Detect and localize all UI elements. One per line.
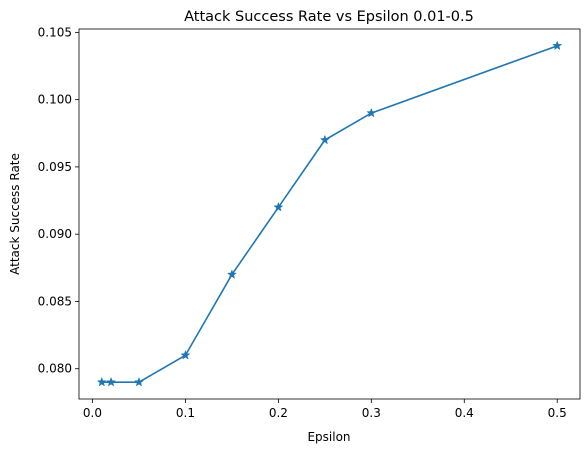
data-point-star [96,376,107,387]
x-tick-label: 0.5 [548,406,567,420]
x-axis-label: Epsilon [307,430,350,444]
x-tick-label: 0.4 [455,406,474,420]
y-axis-label: Attack Success Rate [8,153,22,275]
y-tick-label: 0.080 [38,362,72,376]
chart-title: Attack Success Rate vs Epsilon 0.01-0.5 [184,9,474,25]
data-point-star [105,376,117,387]
data-point-star [366,107,377,118]
y-tick-label: 0.100 [38,93,72,107]
data-point-star [180,349,191,360]
plot-frame [78,28,581,400]
data-point-star [273,201,284,212]
y-tick-label: 0.095 [38,160,72,174]
y-tick-label: 0.085 [38,294,72,308]
data-point-star [319,134,330,145]
y-tick-label: 0.090 [38,227,72,241]
x-tick-label: 0.2 [269,406,288,420]
data-point-star [226,269,237,279]
data-point-star [133,376,145,387]
x-tick-label: 0.3 [362,406,381,420]
x-tick-label: 0.1 [176,406,195,420]
x-tick-label: 0.0 [83,406,102,420]
data-point-star [552,40,563,51]
y-tick-label: 0.105 [38,25,72,39]
series-line [101,45,558,383]
